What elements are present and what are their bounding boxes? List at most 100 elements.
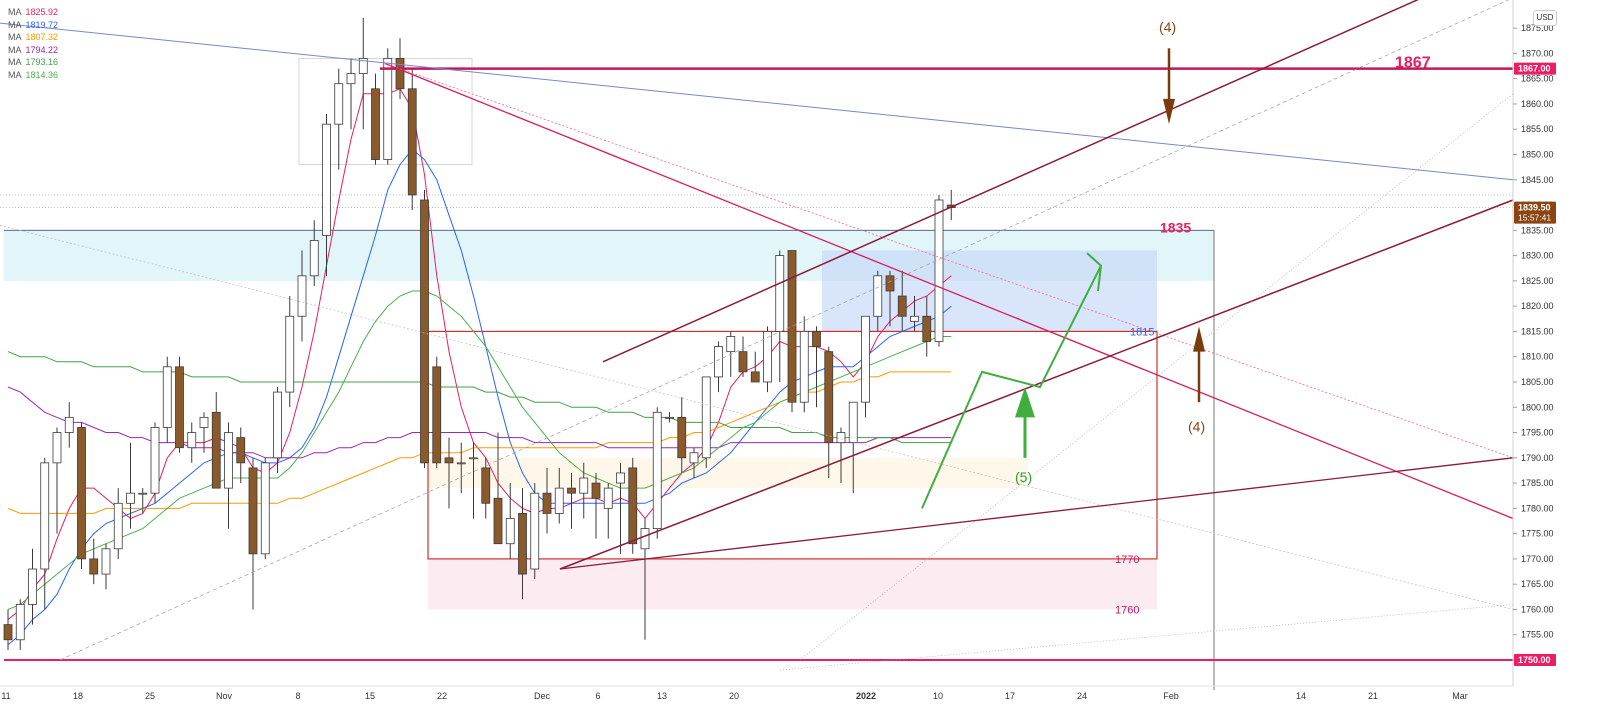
ma-legend: MA 1825.92 MA 1819.72 MA 1807.32 MA 1794.22 … xyxy=(8,6,58,81)
pink-downtrend xyxy=(384,62,1514,520)
candle-body xyxy=(89,558,99,575)
price-tick-label: 1815.00 xyxy=(1521,326,1554,336)
candle-body xyxy=(3,624,13,641)
candle-body xyxy=(665,416,674,419)
candle-body xyxy=(52,432,62,464)
candle-body xyxy=(567,487,576,494)
time-tick-label: 14 xyxy=(1296,691,1306,701)
candle-body xyxy=(371,88,380,160)
currency-button[interactable]: USD xyxy=(1533,10,1557,26)
candle-body xyxy=(689,452,699,464)
candle-body xyxy=(579,477,589,494)
orange-zone xyxy=(428,457,1028,489)
annotation-label: 1760 xyxy=(1115,604,1139,616)
candle-body xyxy=(505,518,515,545)
legend-label: MA xyxy=(8,69,22,80)
candle-body xyxy=(126,492,135,504)
candle-body xyxy=(885,275,895,292)
candle-body xyxy=(211,411,221,489)
candle-body xyxy=(175,366,184,449)
candle-body xyxy=(432,366,442,464)
candle-body xyxy=(224,432,233,489)
candle-body xyxy=(910,315,919,322)
green-arrow-head xyxy=(1015,387,1035,418)
time-axis[interactable]: 11 18 25 Nov 8 15 22 Dec 6 13 20 2022 10 17 24 Feb 14 21 M… xyxy=(0,685,1513,701)
purple-trendline xyxy=(0,22,1514,181)
price-tick-label: 1830.00 xyxy=(1521,251,1554,261)
time-tick-label: 25 xyxy=(145,691,155,701)
candle-body xyxy=(652,411,662,529)
legend-row: MA 1825.92 xyxy=(8,6,58,19)
candle-body xyxy=(836,432,846,444)
candle-body xyxy=(493,497,503,545)
grey-dashed-trend xyxy=(59,0,1510,661)
brown-arrow-down-head xyxy=(1163,98,1175,125)
time-tick-label: 17 xyxy=(1005,691,1015,701)
candle-body xyxy=(322,123,331,236)
candle-body xyxy=(897,295,907,317)
pink-zone xyxy=(428,558,1157,610)
legend-label: MA xyxy=(8,44,22,55)
legend-value: 1819.72 xyxy=(25,19,59,30)
pink-dotted-trend xyxy=(384,63,1514,459)
legend-value: 1794.22 xyxy=(25,44,59,55)
price-tick-label: 1790.00 xyxy=(1521,453,1554,463)
candle-body xyxy=(861,315,870,403)
candle-body xyxy=(714,346,723,378)
time-tick-label: Feb xyxy=(1163,691,1179,701)
legend-label: MA xyxy=(8,19,22,30)
time-tick-label: 15 xyxy=(365,691,375,701)
candle-body xyxy=(285,315,295,393)
candle-body xyxy=(15,603,25,641)
wave-arrow-head xyxy=(1086,252,1103,292)
candle-body xyxy=(787,250,797,403)
candle-body xyxy=(824,351,834,444)
price-tick-label: 1770.00 xyxy=(1521,554,1554,564)
time-tick-label: 24 xyxy=(1077,691,1087,701)
price-tick-label: 1855.00 xyxy=(1521,124,1554,134)
drawings-layer xyxy=(0,0,1514,671)
candle-body xyxy=(162,366,172,428)
annotation-label: 1835 xyxy=(1160,219,1191,235)
price-tick-label: 1785.00 xyxy=(1521,478,1554,488)
price-tag-label: 1867.00 xyxy=(1518,64,1551,74)
legend-row: MA 1814.36 xyxy=(8,69,58,82)
candle-body xyxy=(358,58,368,75)
candle-body xyxy=(150,427,160,494)
candle-body xyxy=(591,482,601,499)
channel-upper xyxy=(602,0,1419,363)
candle-body xyxy=(812,331,821,347)
annotations-layer: 1867 1835 1815 1770 1760 (4) (4) (5) xyxy=(1015,19,1431,616)
candle-body xyxy=(616,472,625,484)
candle-body xyxy=(236,437,246,464)
candle-body xyxy=(40,462,50,570)
price-tick-label: 1810.00 xyxy=(1521,352,1554,362)
price-tag-label: 1839.50 xyxy=(1518,203,1551,213)
grid-layer xyxy=(0,194,1513,208)
time-tick-label: Nov xyxy=(216,691,233,701)
candle-body xyxy=(383,58,393,160)
candle-body xyxy=(297,275,307,317)
time-tick-label: 2022 xyxy=(856,691,876,701)
brown-arrow-up-head xyxy=(1193,326,1205,352)
annotation-label: 1815 xyxy=(1130,326,1154,338)
annotation-label: (4) xyxy=(1188,418,1205,434)
candle-body xyxy=(738,351,748,373)
legend-row: MA 1819.72 xyxy=(8,19,58,32)
price-tick-label: 1860.00 xyxy=(1521,99,1554,109)
time-tick-label: 10 xyxy=(933,691,943,701)
candle-body xyxy=(28,568,37,605)
candle-body xyxy=(922,315,932,342)
price-tick-label: 1835.00 xyxy=(1521,225,1554,235)
candle-body xyxy=(530,492,540,570)
candle-body xyxy=(407,88,417,196)
legend-label: MA xyxy=(8,7,22,17)
time-tick-label: 21 xyxy=(1368,691,1378,701)
price-tag xyxy=(1514,62,1556,75)
candle-body xyxy=(763,331,772,383)
legend-value: 1825.92 xyxy=(25,7,59,17)
candle-body xyxy=(750,371,760,383)
candle-body xyxy=(309,240,319,277)
price-axis[interactable]: 1750.00 1755.00 1760.00 1765.00 1770.00 1775.… xyxy=(1512,0,1556,686)
